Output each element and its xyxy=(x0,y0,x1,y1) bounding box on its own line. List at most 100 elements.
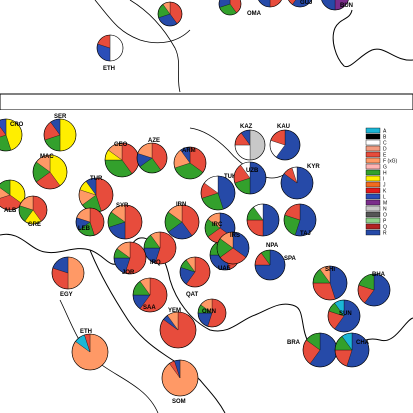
pie-outline xyxy=(43,118,77,152)
legend-swatch xyxy=(365,199,381,206)
legend-swatch xyxy=(365,133,381,140)
pie-label-saa: SAA xyxy=(143,305,156,311)
pie-label-tuk: TUK xyxy=(224,174,237,180)
pie-label-oma: OMA xyxy=(247,11,262,17)
pie-shi xyxy=(312,265,348,301)
legend-swatch xyxy=(365,205,381,212)
pie-outline xyxy=(288,0,312,8)
pie-label-aze: AZE xyxy=(148,138,160,144)
pie-guj xyxy=(288,0,312,8)
legend-label: G xyxy=(383,165,387,171)
legend-label: E xyxy=(383,153,387,159)
pie-label-omn: OMN xyxy=(202,309,216,315)
pie-slice xyxy=(0,126,7,138)
pie-oma xyxy=(218,0,242,16)
legend-swatch xyxy=(365,187,381,194)
pie-outline xyxy=(218,0,242,16)
pie-leb xyxy=(75,207,105,237)
pie-label-kyr: KYR xyxy=(307,164,320,170)
pie-label-mac: MAC xyxy=(40,154,54,160)
pie-outline xyxy=(173,146,207,180)
pie-bra xyxy=(302,332,338,368)
legend-swatch xyxy=(365,175,381,182)
pie-outline xyxy=(96,34,124,62)
pie-label-irs: IRS xyxy=(230,233,240,239)
coastline xyxy=(332,9,413,68)
pie-label-syr: SYR xyxy=(116,203,129,209)
pie-label-guj: GUJ xyxy=(300,0,312,6)
coastline xyxy=(94,0,191,44)
pie-label-cro: CRO xyxy=(10,122,24,128)
pie-label-leb: LEB xyxy=(78,226,91,232)
pie-syr xyxy=(107,204,143,240)
pie-outline xyxy=(179,256,211,288)
legend-swatch xyxy=(365,157,381,164)
legend-swatch xyxy=(365,127,381,134)
pie-label-npa: NPA xyxy=(266,243,279,249)
pie-mac xyxy=(32,154,68,190)
pie-label-bun: BUN xyxy=(340,3,353,9)
pie-eth xyxy=(71,333,109,371)
legend-label: P xyxy=(383,219,387,225)
legend-label: D xyxy=(383,147,387,153)
legend-swatch xyxy=(365,229,381,236)
pie-eth-top xyxy=(96,34,124,62)
legend-label: J xyxy=(383,183,386,189)
pie-cha xyxy=(334,332,370,368)
legend-label: A xyxy=(383,129,387,135)
legend-swatch xyxy=(365,223,381,230)
legend-swatch xyxy=(365,145,381,152)
pie-outline xyxy=(0,179,26,211)
pie-label-shi: SHI xyxy=(325,267,335,273)
pie-label-jor: JOR xyxy=(122,270,135,276)
pie-outline xyxy=(280,166,314,200)
pie-label-bha: BHA xyxy=(372,272,386,278)
pie-cro xyxy=(0,118,23,152)
pie-yem xyxy=(159,311,197,349)
pie-outline xyxy=(269,129,301,161)
pie-spa xyxy=(254,249,286,281)
pie-outline xyxy=(321,0,349,11)
pie-outline xyxy=(157,1,183,27)
pie-uzb xyxy=(233,161,267,195)
pie-label-irn: IRN xyxy=(176,202,186,208)
pie-label-uae: UAE xyxy=(218,266,231,272)
pie-outline xyxy=(18,195,48,225)
pie-outline xyxy=(51,256,85,290)
legend-swatch xyxy=(365,139,381,146)
pie-ser xyxy=(43,118,77,152)
pie-outline xyxy=(136,142,168,174)
legend-swatch xyxy=(365,217,381,224)
pie-label-arm: ARM xyxy=(182,148,196,154)
pie-outline xyxy=(200,175,236,211)
pie-outline xyxy=(254,249,286,281)
legend-label: Q xyxy=(383,225,387,231)
legend-swatch xyxy=(365,169,381,176)
legend-label: O xyxy=(383,213,387,219)
pie-arm xyxy=(173,146,207,180)
pie-label-kau: KAU xyxy=(277,124,290,130)
pie-outline xyxy=(312,265,348,301)
legend-label: M xyxy=(383,201,387,207)
pie-outline xyxy=(216,231,250,265)
pie-gre xyxy=(18,195,48,225)
top-map-panel: ETH OMA GUJ BUN xyxy=(0,0,413,111)
legend-label: I xyxy=(383,177,384,183)
pie-sun xyxy=(327,299,361,333)
legend-label: L xyxy=(383,195,386,201)
pie-irn xyxy=(164,204,200,240)
pie-outline xyxy=(32,154,68,190)
pie-irs xyxy=(216,231,250,265)
legend-swatch xyxy=(365,193,381,200)
pie-outline xyxy=(159,311,197,349)
pie-aze xyxy=(136,142,168,174)
pie-outline xyxy=(334,332,370,368)
pie-outline xyxy=(234,129,266,161)
pie-tur xyxy=(78,177,114,213)
pie-omn xyxy=(197,298,227,328)
pie-label-bra: BRA xyxy=(287,340,301,346)
coastline xyxy=(89,249,226,413)
